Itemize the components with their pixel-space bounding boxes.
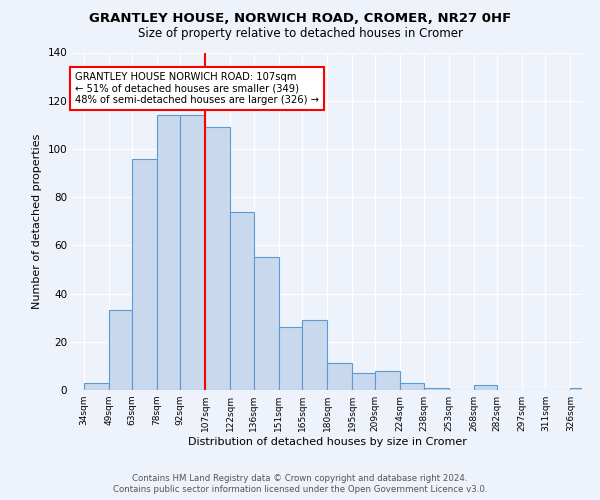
Bar xyxy=(181,115,205,390)
Bar xyxy=(352,373,376,390)
Bar xyxy=(376,370,400,390)
Bar xyxy=(571,388,595,390)
Y-axis label: Number of detached properties: Number of detached properties xyxy=(32,134,42,309)
Text: Contains HM Land Registry data © Crown copyright and database right 2024.
Contai: Contains HM Land Registry data © Crown c… xyxy=(113,474,487,494)
Bar xyxy=(157,115,181,390)
Bar xyxy=(83,383,109,390)
Bar xyxy=(109,310,132,390)
Bar xyxy=(327,364,352,390)
Bar xyxy=(230,212,254,390)
Bar xyxy=(302,320,327,390)
Text: GRANTLEY HOUSE, NORWICH ROAD, CROMER, NR27 0HF: GRANTLEY HOUSE, NORWICH ROAD, CROMER, NR… xyxy=(89,12,511,26)
Bar xyxy=(254,258,278,390)
Bar xyxy=(205,127,230,390)
Bar xyxy=(424,388,449,390)
Bar xyxy=(400,383,424,390)
Text: GRANTLEY HOUSE NORWICH ROAD: 107sqm
← 51% of detached houses are smaller (349)
4: GRANTLEY HOUSE NORWICH ROAD: 107sqm ← 51… xyxy=(76,72,319,105)
X-axis label: Distribution of detached houses by size in Cromer: Distribution of detached houses by size … xyxy=(188,437,466,447)
Bar xyxy=(278,328,302,390)
Bar xyxy=(473,385,497,390)
Bar xyxy=(132,158,157,390)
Text: Size of property relative to detached houses in Cromer: Size of property relative to detached ho… xyxy=(137,28,463,40)
